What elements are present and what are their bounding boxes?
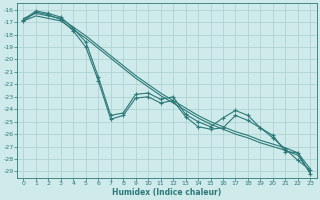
X-axis label: Humidex (Indice chaleur): Humidex (Indice chaleur) [112, 188, 221, 197]
